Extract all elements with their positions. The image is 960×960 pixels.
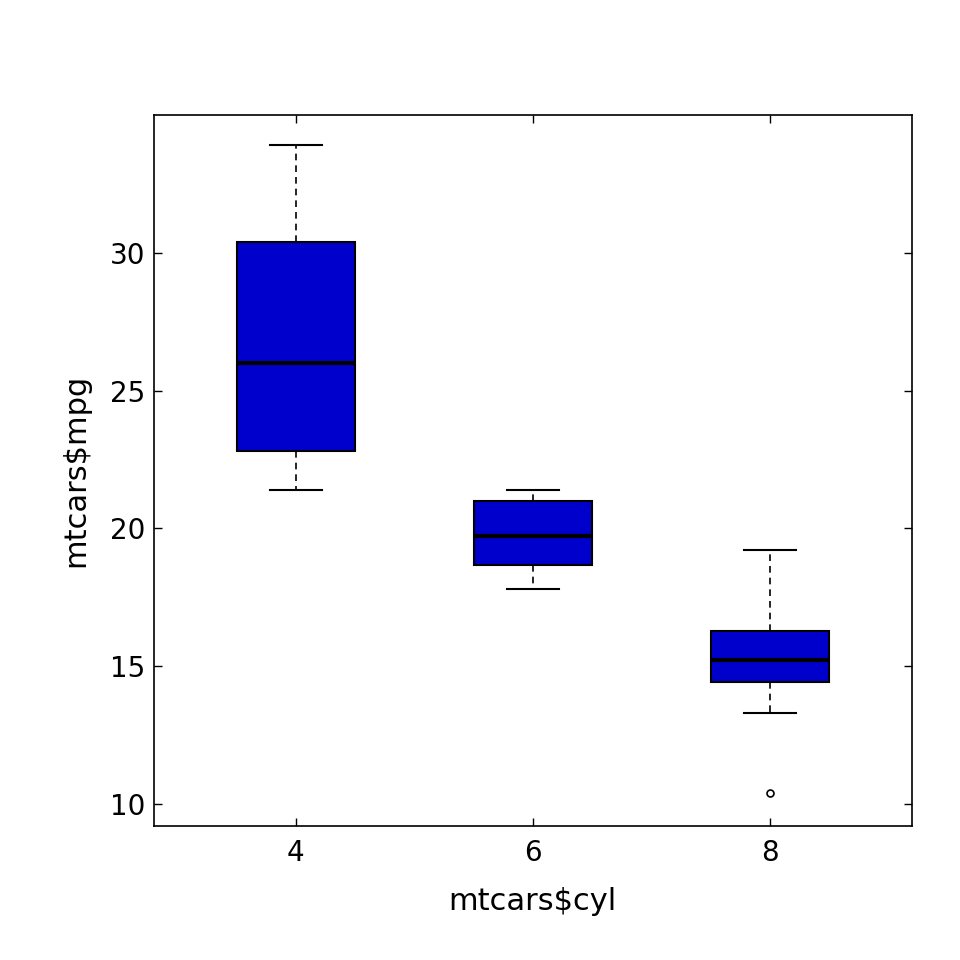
FancyBboxPatch shape	[236, 242, 355, 451]
FancyBboxPatch shape	[710, 632, 829, 683]
FancyBboxPatch shape	[473, 501, 592, 565]
Y-axis label: mtcars$mpg: mtcars$mpg	[61, 373, 90, 567]
X-axis label: mtcars$cyl: mtcars$cyl	[448, 887, 617, 916]
